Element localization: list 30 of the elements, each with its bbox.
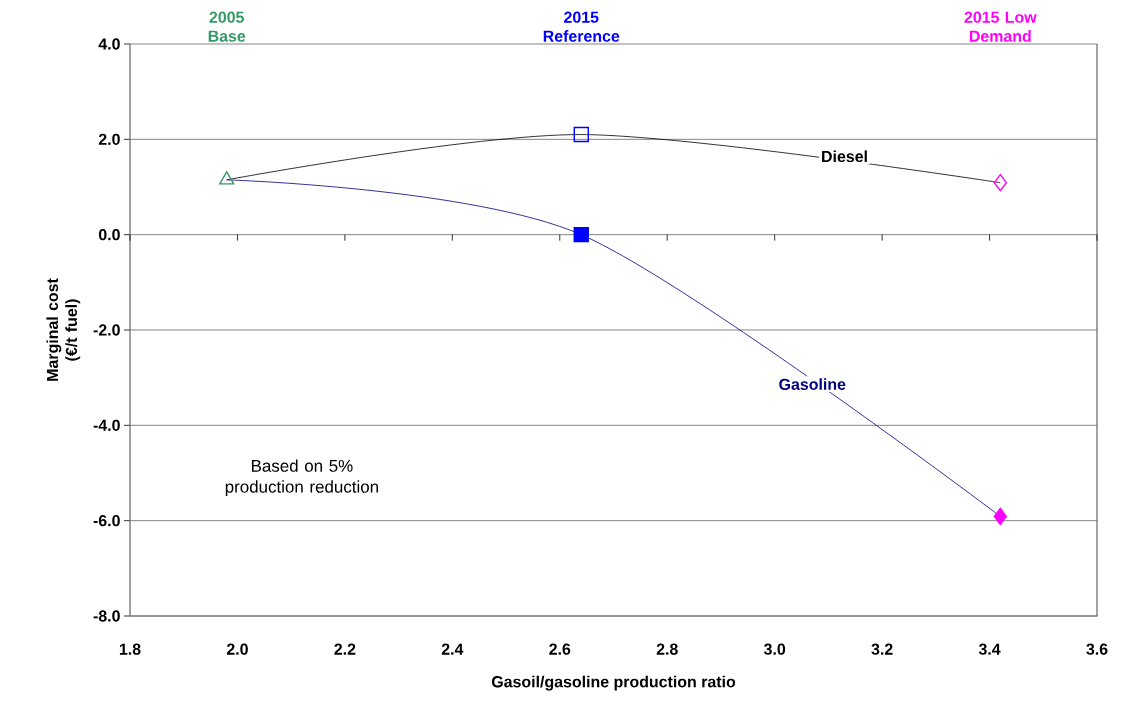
x-tick-label: 2.2 [334,643,356,655]
x-tick-label: 2.8 [656,643,678,655]
x-tick-label: 3.4 [978,643,1001,655]
x-tick-label: 3.6 [1086,643,1108,655]
series-label: Diesel [822,150,867,163]
text: 2015 Reference [543,11,620,42]
point [993,507,1008,526]
y-tick-label: 0.0 [98,229,120,241]
x-tick-label: 2.6 [549,643,571,655]
y-tick-label: -6.0 [93,515,120,527]
x-axis-title: Gasoil/gasoline production ratio [491,675,736,691]
point [573,126,589,143]
point [573,226,589,243]
point [219,171,235,185]
point [993,174,1008,192]
x-tick-label: 3.2 [871,643,893,655]
text: 2005 Base [208,11,246,42]
y-tick-label: -2.0 [93,324,120,336]
y-tick-label: -8.0 [93,610,120,622]
y-tick-label: 4.0 [98,38,120,50]
x-tick-label: 2.0 [226,643,248,655]
text: 2015 Low Demand [964,11,1037,42]
annotation: Based on 5% production reduction [225,459,378,497]
x-tick-label: 3.0 [763,643,786,655]
y-tick-label: -4.0 [93,419,120,431]
y-axis-title: Marginal cost (€/t fuel) [46,278,81,381]
y-tick-label: 2.0 [98,133,120,145]
x-tick-label: 1.8 [119,643,141,655]
x-tick-label: 2.4 [441,643,464,655]
series-label: Gasoline [779,378,846,390]
